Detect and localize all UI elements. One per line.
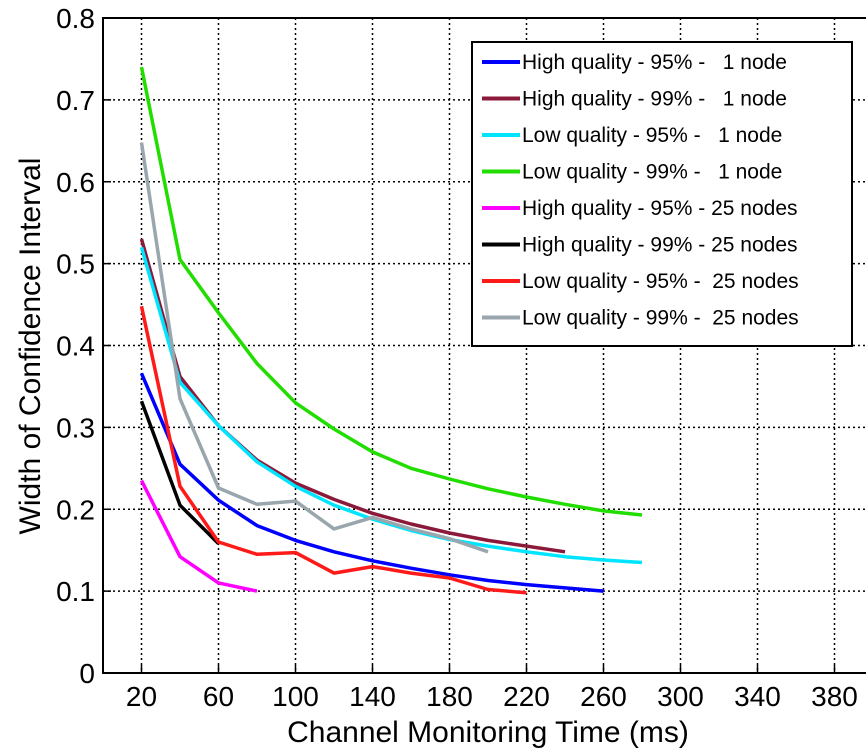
x-tick-label: 300: [657, 681, 704, 712]
axis-ticks: 20 60 100 140 180 220 260 300 340 380 0 0.1 0.2 0.3 0.…: [56, 3, 858, 712]
x-tick-label: 380: [811, 681, 858, 712]
x-tick-label: 140: [349, 681, 396, 712]
x-tick-label: 260: [580, 681, 627, 712]
legend-label: High quality - 99% - 1 node: [522, 88, 787, 111]
series-line-7: [139, 305, 527, 595]
y-tick-label: 0.5: [56, 249, 95, 280]
legend-label: High quality - 95% - 1 node: [522, 51, 787, 74]
legend-label: High quality - 99% - 25 nodes: [522, 234, 798, 257]
legend-label: Low quality - 95% - 1 node: [522, 124, 782, 147]
y-tick-label: 0.1: [56, 576, 95, 607]
legend-box: [471, 41, 853, 347]
legend-label: Low quality - 99% - 1 node: [522, 161, 782, 184]
y-tick-label: 0.4: [56, 331, 95, 362]
y-tick-label: 0.3: [56, 412, 95, 443]
legend: High quality - 95% - 1 node High quality …: [471, 41, 853, 347]
x-tick-label: 100: [272, 681, 319, 712]
y-axis-title: Width of Confidence Interval: [14, 158, 47, 535]
series-line-5: [139, 479, 258, 593]
series-lines: [139, 66, 643, 595]
legend-label: Low quality - 99% - 25 nodes: [522, 307, 799, 330]
series-line-4: [139, 66, 643, 517]
x-tick-label: 60: [203, 681, 234, 712]
y-tick-label: 0.8: [56, 3, 95, 34]
x-axis-title: Channel Monitoring Time (ms): [287, 716, 689, 749]
x-tick-label: 20: [126, 681, 157, 712]
x-tick-label: 340: [734, 681, 781, 712]
y-tick-label: 0.7: [56, 85, 95, 116]
legend-label: High quality - 95% - 25 nodes: [522, 197, 798, 220]
y-tick-label: 0: [79, 658, 95, 689]
series-line-6: [139, 400, 220, 545]
x-tick-label: 220: [503, 681, 550, 712]
legend-label: Low quality - 95% - 25 nodes: [522, 270, 799, 293]
y-tick-label: 0.2: [56, 494, 95, 525]
series-line-1: [139, 372, 604, 593]
series-line-8: [139, 142, 489, 554]
x-tick-label: 180: [426, 681, 473, 712]
y-tick-label: 0.6: [56, 167, 95, 198]
